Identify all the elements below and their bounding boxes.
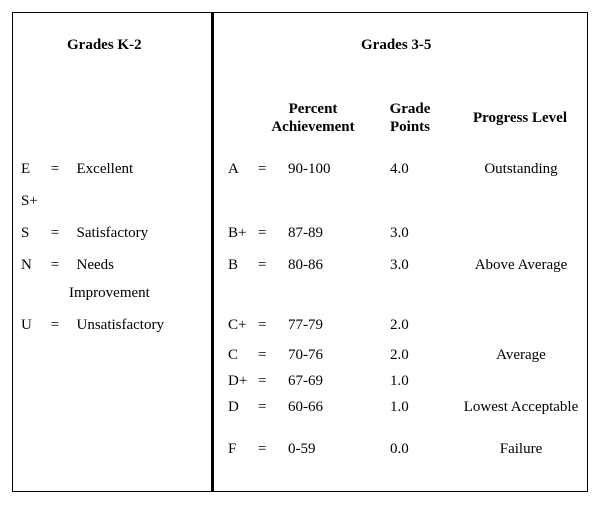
k2-row-continuation: Improvement xyxy=(69,285,255,302)
progress-level: Average xyxy=(456,347,586,364)
grade-row: B+ = 87-89 3.0 xyxy=(214,225,587,247)
grade-points: 3.0 xyxy=(390,225,440,242)
letter-grade: D xyxy=(228,399,258,416)
equals-sign: = xyxy=(51,257,73,274)
percent-range: 80-86 xyxy=(288,257,358,274)
equals-sign: = xyxy=(258,225,278,242)
grade-row: D+ = 67-69 1.0 xyxy=(214,373,587,395)
progress-level-header: Progress Level xyxy=(455,110,585,127)
progress-level: Lowest Acceptable xyxy=(456,399,586,416)
letter-grade: F xyxy=(228,441,258,458)
k2-grade-text: Excellent xyxy=(77,161,134,178)
equals-sign: = xyxy=(258,257,278,274)
k2-row: U = Unsatisfactory xyxy=(21,317,207,334)
grade-row: B = 80-86 3.0 Above Average xyxy=(214,257,587,279)
grade-row: F = 0-59 0.0 Failure xyxy=(214,441,587,463)
letter-grade: A xyxy=(228,161,258,178)
k2-grade-text: Improvement xyxy=(69,285,150,302)
grade-points: 1.0 xyxy=(390,399,440,416)
percent-header-line1: Percent xyxy=(263,101,363,118)
k2-grade-code: U xyxy=(21,317,47,334)
percent-range: 67-69 xyxy=(288,373,358,390)
progress-level: Above Average xyxy=(456,257,586,274)
equals-sign: = xyxy=(258,399,278,416)
percent-range: 90-100 xyxy=(288,161,358,178)
grading-table-frame: Grades K-2 Grades 3-5 Percent Achievemen… xyxy=(12,12,588,492)
page: Grades K-2 Grades 3-5 Percent Achievemen… xyxy=(0,12,600,516)
grade-points: 2.0 xyxy=(390,347,440,364)
letter-grade: D+ xyxy=(228,373,258,390)
grade-points: 4.0 xyxy=(390,161,440,178)
equals-sign: = xyxy=(51,161,73,178)
grade-points: 2.0 xyxy=(390,317,440,334)
equals-sign: = xyxy=(51,225,73,242)
grades-35-header: Grades 3-5 xyxy=(361,37,431,54)
k2-grade-code: S+ xyxy=(21,193,47,210)
letter-grade: C+ xyxy=(228,317,258,334)
grade-row: A = 90-100 4.0 Outstanding xyxy=(214,161,587,183)
k2-row: S+ xyxy=(21,193,207,210)
equals-sign: = xyxy=(258,441,278,458)
equals-sign: = xyxy=(258,347,278,364)
progress-level: Failure xyxy=(456,441,586,458)
letter-grade: C xyxy=(228,347,258,364)
k2-row: E = Excellent xyxy=(21,161,207,178)
equals-sign: = xyxy=(258,373,278,390)
percent-range: 0-59 xyxy=(288,441,358,458)
k2-row: S = Satisfactory xyxy=(21,225,207,242)
letter-grade: B+ xyxy=(228,225,258,242)
k2-grade-code: E xyxy=(21,161,47,178)
percent-range: 70-76 xyxy=(288,347,358,364)
grade-row: C+ = 77-79 2.0 xyxy=(214,317,587,339)
percent-header-line2: Achievement xyxy=(253,119,373,136)
k2-grade-code: N xyxy=(21,257,47,274)
equals-sign: = xyxy=(258,317,278,334)
percent-range: 87-89 xyxy=(288,225,358,242)
k2-grade-text: Unsatisfactory xyxy=(77,317,164,334)
grade-row: C = 70-76 2.0 Average xyxy=(214,347,587,369)
percent-range: 77-79 xyxy=(288,317,358,334)
points-header-line1: Grade xyxy=(375,101,445,118)
grade-points: 3.0 xyxy=(390,257,440,274)
progress-level: Outstanding xyxy=(456,161,586,178)
k2-grade-text: Needs xyxy=(77,257,115,274)
k2-row: N = Needs xyxy=(21,257,207,274)
grade-row: D = 60-66 1.0 Lowest Acceptable xyxy=(214,399,587,421)
grade-points: 1.0 xyxy=(390,373,440,390)
grades-k2-header: Grades K-2 xyxy=(67,37,142,54)
k2-grade-code: S xyxy=(21,225,47,242)
grade-points: 0.0 xyxy=(390,441,440,458)
k2-grade-text: Satisfactory xyxy=(77,225,149,242)
letter-grade: B xyxy=(228,257,258,274)
equals-sign: = xyxy=(258,161,278,178)
points-header-line2: Points xyxy=(375,119,445,136)
equals-sign: = xyxy=(51,317,73,334)
percent-range: 60-66 xyxy=(288,399,358,416)
